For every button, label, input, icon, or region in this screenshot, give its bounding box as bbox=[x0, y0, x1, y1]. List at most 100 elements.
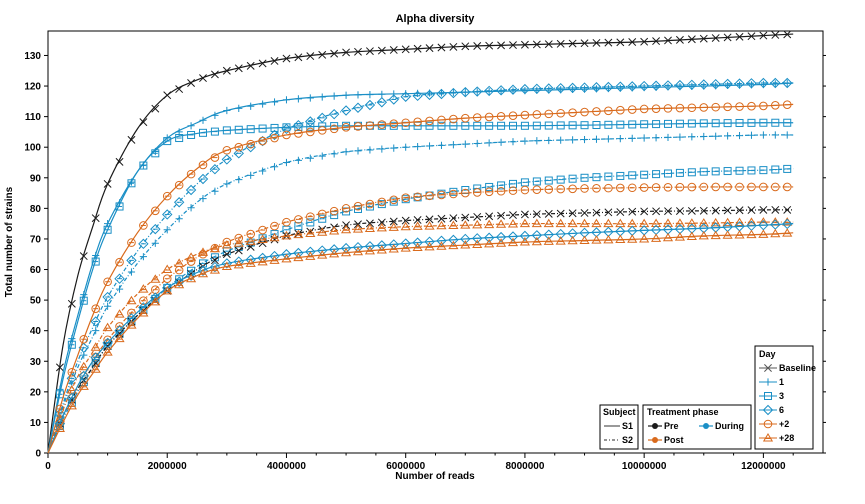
legend-day-item: +28 bbox=[779, 433, 794, 443]
plus-marker bbox=[747, 131, 756, 139]
x-marker bbox=[175, 85, 184, 94]
triangle-marker bbox=[746, 229, 757, 239]
triangle-marker bbox=[507, 237, 519, 247]
plus-marker bbox=[80, 351, 88, 359]
circle-marker bbox=[556, 184, 565, 194]
circle-marker bbox=[449, 189, 458, 199]
x-marker bbox=[497, 211, 506, 220]
y-axis-label: Total number of strains bbox=[4, 186, 15, 297]
plus-marker bbox=[509, 138, 517, 146]
square-marker bbox=[115, 202, 124, 211]
circle-marker bbox=[91, 304, 100, 313]
x-marker bbox=[735, 32, 744, 41]
x-marker bbox=[544, 40, 553, 49]
x-marker bbox=[711, 206, 720, 215]
x-marker bbox=[294, 229, 303, 238]
series-s1-post-day-plus2 bbox=[47, 100, 794, 454]
plus-marker bbox=[342, 148, 350, 156]
triangle-marker bbox=[639, 233, 650, 243]
diamond-marker bbox=[197, 173, 209, 185]
square-marker bbox=[675, 119, 684, 128]
diamond-marker bbox=[305, 116, 316, 127]
circle-marker bbox=[627, 105, 637, 114]
plus-marker bbox=[461, 140, 469, 148]
plus-marker bbox=[437, 141, 446, 149]
x-marker bbox=[365, 47, 374, 56]
circle-marker bbox=[282, 130, 291, 140]
circle-marker bbox=[472, 188, 482, 197]
plus-marker bbox=[342, 91, 350, 99]
circle-marker bbox=[472, 113, 482, 122]
diamond-marker bbox=[674, 79, 686, 91]
circle-marker bbox=[771, 182, 780, 192]
circle-marker bbox=[317, 209, 327, 219]
plus-marker bbox=[306, 154, 314, 162]
square-marker bbox=[592, 173, 601, 182]
circle-marker bbox=[782, 182, 792, 192]
x-marker bbox=[628, 38, 637, 46]
square-marker bbox=[747, 118, 756, 127]
plus-marker bbox=[485, 87, 493, 96]
circle-marker bbox=[484, 112, 494, 122]
x-marker bbox=[449, 42, 458, 51]
plus-marker bbox=[521, 137, 529, 145]
square-marker bbox=[175, 134, 184, 143]
circle-marker bbox=[532, 110, 542, 119]
circle-marker bbox=[616, 183, 625, 193]
triangle-marker bbox=[329, 248, 340, 258]
x-marker bbox=[401, 45, 410, 54]
x-marker bbox=[473, 212, 482, 221]
x-marker bbox=[199, 74, 207, 83]
diamond-marker bbox=[686, 79, 698, 91]
circle-marker bbox=[711, 182, 720, 192]
triangle-marker bbox=[388, 244, 399, 253]
triangle-marker bbox=[782, 228, 793, 237]
x-marker bbox=[580, 39, 589, 48]
triangle-marker bbox=[579, 218, 590, 228]
square-marker bbox=[568, 174, 577, 183]
triangle-marker bbox=[66, 400, 77, 410]
circle-marker bbox=[365, 199, 375, 209]
triangle-marker bbox=[209, 243, 221, 253]
triangle-marker bbox=[329, 226, 340, 235]
circle-marker bbox=[747, 101, 756, 111]
x-marker bbox=[485, 41, 494, 50]
y-tick-label: 70 bbox=[30, 234, 42, 245]
diamond-marker bbox=[555, 228, 566, 240]
plus-marker bbox=[151, 147, 159, 156]
square-marker bbox=[294, 222, 303, 231]
triangle-marker bbox=[531, 218, 542, 228]
x-marker bbox=[163, 91, 172, 100]
legend-day-item: 3 bbox=[779, 391, 784, 401]
triangle-marker bbox=[197, 247, 209, 256]
x-marker bbox=[365, 219, 374, 228]
diamond-marker bbox=[138, 238, 149, 250]
x-tick-label: 6000000 bbox=[386, 461, 425, 472]
diamond-marker bbox=[483, 85, 495, 97]
x-marker bbox=[330, 49, 339, 58]
plus-marker bbox=[211, 187, 219, 195]
x-marker bbox=[568, 39, 577, 48]
square-marker bbox=[652, 170, 661, 179]
diamond-marker bbox=[328, 108, 340, 120]
x-marker bbox=[747, 206, 756, 215]
plus-marker bbox=[294, 156, 302, 164]
x-marker bbox=[616, 208, 625, 216]
x-tick-label: 12000000 bbox=[741, 461, 786, 472]
triangle-marker bbox=[352, 224, 364, 233]
triangle-marker bbox=[507, 218, 519, 228]
circle-marker bbox=[270, 221, 279, 231]
square-marker bbox=[723, 119, 732, 128]
square-marker bbox=[151, 149, 160, 158]
triangle-marker bbox=[340, 224, 352, 234]
circle-marker bbox=[115, 257, 124, 267]
diamond-marker bbox=[543, 83, 554, 94]
legend-day-item: 1 bbox=[779, 377, 784, 387]
plus-marker bbox=[354, 147, 362, 155]
plus-marker bbox=[509, 87, 517, 95]
plus-marker bbox=[115, 285, 124, 293]
plus-marker bbox=[414, 142, 422, 151]
x-marker bbox=[222, 250, 231, 259]
x-tick-label: 0 bbox=[45, 461, 51, 472]
